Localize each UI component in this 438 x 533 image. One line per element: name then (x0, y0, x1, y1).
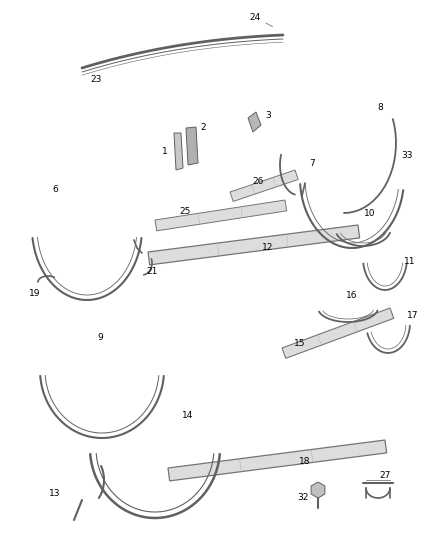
Polygon shape (282, 308, 394, 358)
Text: 33: 33 (401, 150, 413, 159)
Text: 9: 9 (97, 334, 103, 343)
Text: 15: 15 (294, 338, 306, 348)
Polygon shape (311, 482, 325, 498)
Text: 2: 2 (200, 123, 206, 132)
Text: 23: 23 (90, 76, 102, 85)
Text: 7: 7 (309, 158, 315, 167)
Polygon shape (174, 133, 183, 170)
Text: 12: 12 (262, 244, 274, 253)
Text: 21: 21 (146, 268, 158, 277)
Polygon shape (155, 200, 287, 231)
Text: 27: 27 (379, 471, 391, 480)
Text: 32: 32 (297, 492, 309, 502)
Text: 25: 25 (179, 207, 191, 216)
Text: 10: 10 (364, 209, 376, 219)
Text: 3: 3 (265, 110, 271, 119)
Text: 8: 8 (377, 103, 383, 112)
Polygon shape (186, 127, 198, 165)
Text: 11: 11 (404, 257, 416, 266)
Text: 17: 17 (407, 311, 419, 319)
Polygon shape (230, 170, 298, 201)
Text: 18: 18 (299, 457, 311, 466)
Polygon shape (148, 225, 360, 265)
Text: 16: 16 (346, 290, 358, 300)
Text: 24: 24 (249, 12, 272, 27)
Text: 1: 1 (162, 148, 168, 157)
Text: 14: 14 (182, 410, 194, 419)
Polygon shape (168, 440, 387, 481)
Polygon shape (248, 112, 261, 132)
Text: 19: 19 (29, 288, 41, 297)
Text: 26: 26 (252, 176, 264, 185)
Text: 6: 6 (52, 185, 58, 195)
Text: 13: 13 (49, 489, 61, 497)
